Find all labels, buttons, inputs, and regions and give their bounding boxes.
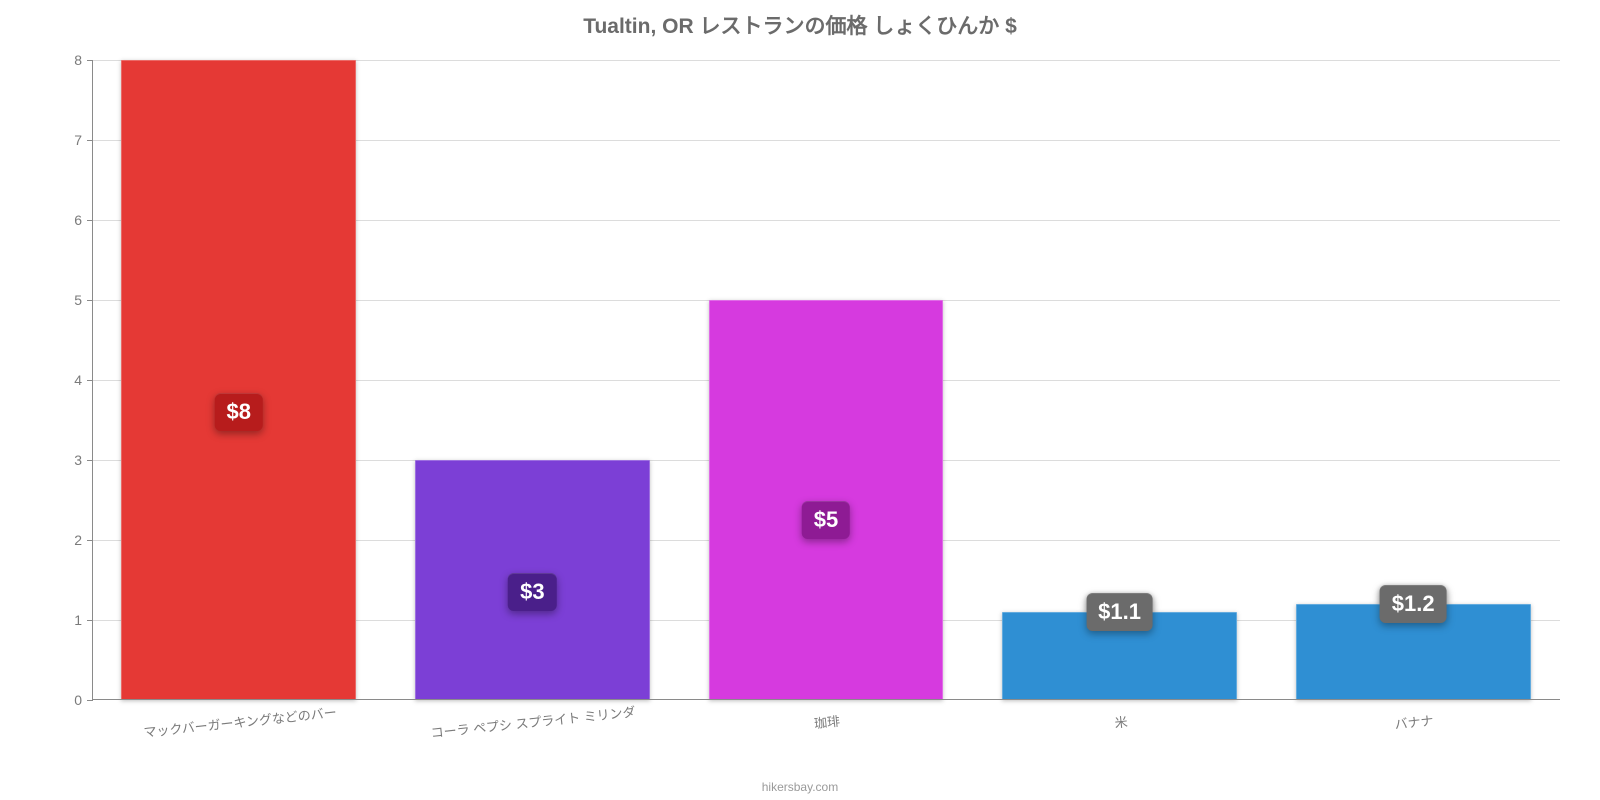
bar: $8: [121, 60, 356, 700]
y-tick-label: 4: [74, 372, 92, 388]
value-badge: $5: [802, 501, 850, 539]
bar: $1.2: [1296, 604, 1531, 700]
y-tick-label: 6: [74, 212, 92, 228]
attribution: hikersbay.com: [0, 780, 1600, 794]
bar-slot: $3: [386, 60, 680, 700]
x-tick-label: バナナ: [1394, 710, 1435, 733]
bar: $3: [415, 460, 650, 700]
x-tick-label: 米: [1113, 711, 1128, 731]
y-tick-label: 7: [74, 132, 92, 148]
bar-slot: $5: [679, 60, 973, 700]
x-label-slot: バナナ: [1266, 704, 1560, 764]
x-label-slot: コーラ ペプシ スプライト ミリンダ: [386, 704, 680, 764]
bar: $1.1: [1002, 612, 1237, 700]
bar-slot: $1.2: [1266, 60, 1560, 700]
x-labels: マックバーガーキングなどのバー コーラ ペプシ スプライト ミリンダ 珈琲 米 バナナ: [92, 704, 1560, 764]
value-badge: $1.1: [1086, 593, 1153, 631]
chart-title: Tualtin, OR レストランの価格 しょくひんか $: [0, 10, 1600, 40]
value-badge: $8: [215, 393, 263, 431]
value-badge: $3: [508, 573, 556, 611]
value-badge: $1.2: [1380, 585, 1447, 623]
y-tick-label: 0: [74, 692, 92, 708]
bar: $5: [709, 300, 944, 700]
y-tick-label: 5: [74, 292, 92, 308]
x-label-slot: マックバーガーキングなどのバー: [92, 704, 386, 764]
y-tick-label: 8: [74, 52, 92, 68]
y-tick-label: 1: [74, 612, 92, 628]
x-label-slot: 米: [973, 704, 1267, 764]
plot-area: $8$3$5$1.1$1.2 012345678: [92, 60, 1560, 700]
x-tick-label: 珈琲: [813, 711, 841, 733]
bar-slot: $8: [92, 60, 386, 700]
bar-slot: $1.1: [973, 60, 1267, 700]
price-bar-chart: Tualtin, OR レストランの価格 しょくひんか $ $8 $3 $5 $1.1…: [0, 0, 1600, 800]
bars-container: $8 $3 $5 $1.1 $1.2: [92, 60, 1560, 700]
x-axis: [92, 699, 1560, 700]
x-tick-label: コーラ ペプシ スプライト ミリンダ: [430, 701, 637, 741]
x-label-slot: 珈琲: [679, 704, 973, 764]
y-tick-label: 2: [74, 532, 92, 548]
y-tick-label: 3: [74, 452, 92, 468]
x-tick-label: マックバーガーキングなどのバー: [142, 702, 337, 741]
